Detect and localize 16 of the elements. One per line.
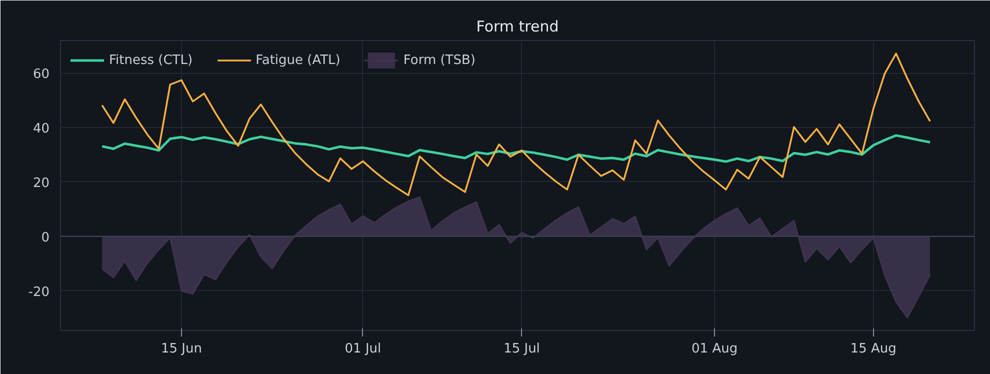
y-tick-label: -20	[28, 284, 50, 300]
y-tick-label: 20	[32, 176, 50, 191]
x-tick-label: 15 Aug	[850, 342, 896, 356]
legend-label: Fatigue (ATL)	[256, 52, 340, 68]
legend-label: Fitness (CTL)	[109, 52, 193, 68]
x-tick-label: 01 Jul	[344, 342, 382, 356]
line-series	[101, 52, 931, 196]
x-tick-label: 15 Jul	[504, 342, 540, 356]
line-series	[100, 134, 932, 163]
y-tick-label: 0	[41, 230, 50, 246]
x-tick-label: 15 Jun	[160, 342, 202, 356]
chart-title: Form trend	[476, 18, 559, 36]
y-tick-label: 40	[32, 122, 50, 137]
y-tick-label: 60	[32, 67, 50, 82]
legend-label: Form (TSB)	[403, 52, 476, 68]
x-tick-label: 01 Aug	[692, 342, 738, 356]
